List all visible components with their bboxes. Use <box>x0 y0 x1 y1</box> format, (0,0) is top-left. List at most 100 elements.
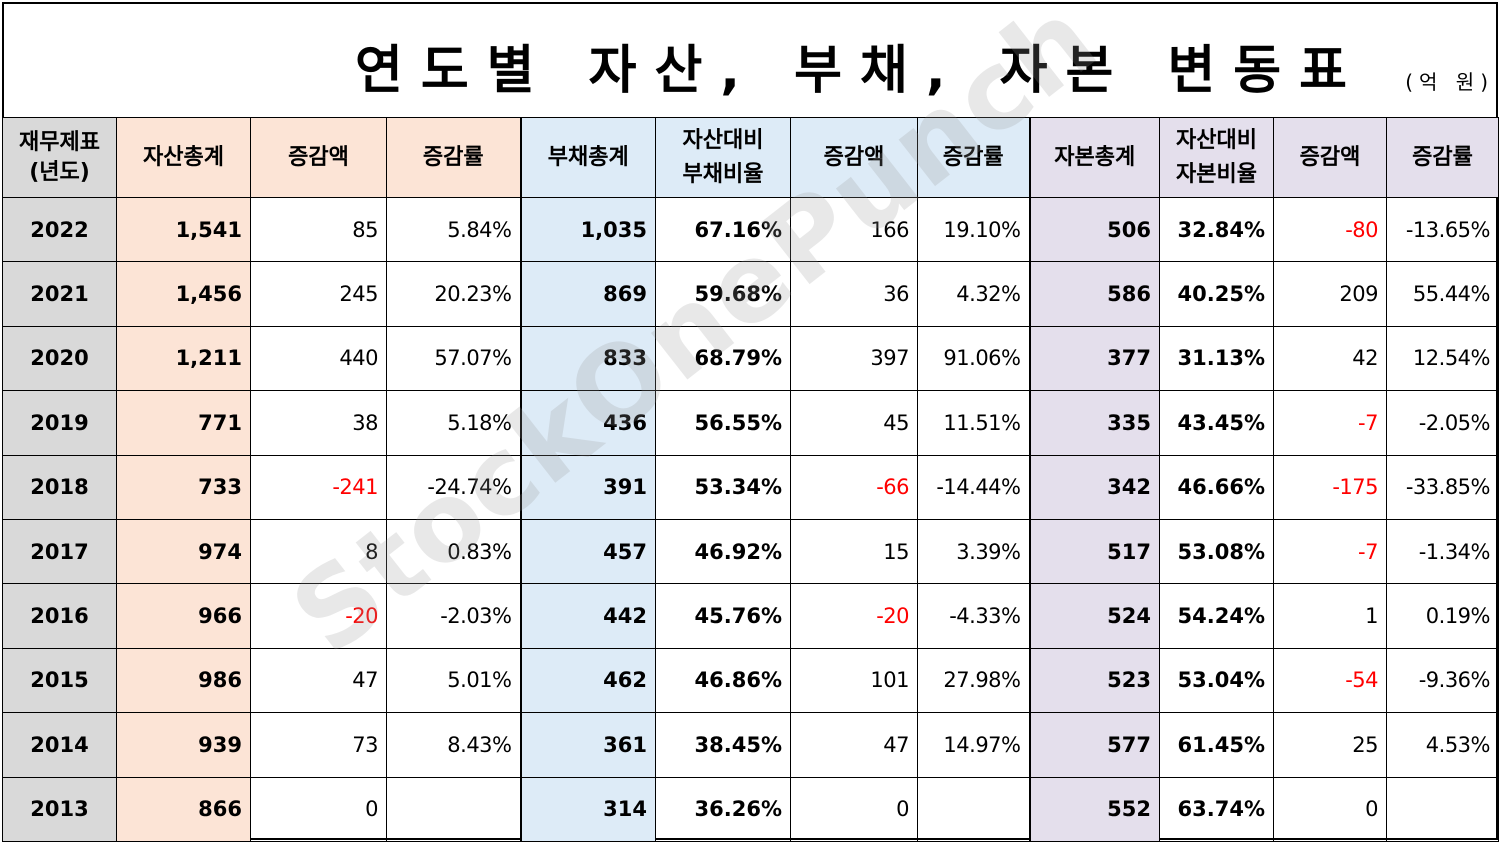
cell-equity-rate: 55.44% <box>1386 261 1499 327</box>
cell-debt-change: 397 <box>790 325 918 392</box>
cell-debt-rate: -4.33% <box>917 583 1030 649</box>
cell-debt-ratio: 67.16% <box>655 196 791 263</box>
header-debt-rate: 증감률 <box>917 117 1030 198</box>
cell-debt-ratio: 53.34% <box>655 454 791 520</box>
cell-equity-change: -7 <box>1273 390 1387 456</box>
cell-asset-total: 986 <box>116 647 251 714</box>
cell-debt-total: 391 <box>519 454 656 520</box>
header-asset-rate: 증감률 <box>386 117 521 198</box>
table-row: 2013 866 0 314 36.26% 0 552 63.74% 0 <box>2 776 1499 842</box>
table-row: 2017 974 8 0.83% 457 46.92% 15 3.39% 517 53.08% -7… <box>2 518 1499 585</box>
cell-debt-change: 15 <box>790 518 918 585</box>
cell-asset-change: 245 <box>250 261 387 327</box>
cell-asset-rate: -24.74% <box>386 454 521 520</box>
cell-year: 2020 <box>2 325 117 392</box>
table-row: 2016 966 -20 -2.03% 442 45.76% -20 -4.33% 524 54.… <box>2 583 1499 649</box>
cell-equity-change: -175 <box>1273 454 1387 520</box>
cell-debt-ratio: 36.26% <box>655 776 791 842</box>
cell-debt-ratio: 59.68% <box>655 261 791 327</box>
cell-equity-total: 586 <box>1028 261 1160 327</box>
cell-equity-total: 506 <box>1028 196 1160 263</box>
cell-equity-rate: -9.36% <box>1386 647 1499 714</box>
cell-equity-ratio: 43.45% <box>1159 390 1274 456</box>
table-row: 2021 1,456 245 20.23% 869 59.68% 36 4.32% 586 40.… <box>2 261 1499 327</box>
cell-asset-rate: 0.83% <box>386 518 521 585</box>
cell-equity-change: 42 <box>1273 325 1387 392</box>
cell-asset-total: 1,211 <box>116 325 251 392</box>
cell-debt-rate: 11.51% <box>917 390 1030 456</box>
cell-asset-change: 8 <box>250 518 387 585</box>
header-equity-total: 자본총계 <box>1028 117 1160 198</box>
cell-debt-ratio: 46.86% <box>655 647 791 714</box>
cell-asset-rate: 5.01% <box>386 647 521 714</box>
cell-equity-rate: 12.54% <box>1386 325 1499 392</box>
cell-debt-ratio: 38.45% <box>655 712 791 778</box>
cell-asset-rate: 5.84% <box>386 196 521 263</box>
cell-debt-total: 869 <box>519 261 656 327</box>
cell-year: 2017 <box>2 518 117 585</box>
cell-debt-change: 166 <box>790 196 918 263</box>
cell-debt-total: 361 <box>519 712 656 778</box>
cell-year: 2021 <box>2 261 117 327</box>
cell-year: 2014 <box>2 712 117 778</box>
cell-debt-total: 833 <box>519 325 656 392</box>
cell-equity-total: 517 <box>1028 518 1160 585</box>
cell-equity-total: 524 <box>1028 583 1160 649</box>
cell-debt-ratio: 45.76% <box>655 583 791 649</box>
cell-asset-total: 771 <box>116 390 251 456</box>
cell-equity-ratio: 53.08% <box>1159 518 1274 585</box>
cell-debt-change: -66 <box>790 454 918 520</box>
header-asset-change: 증감액 <box>250 117 387 198</box>
cell-debt-rate: 4.32% <box>917 261 1030 327</box>
cell-equity-change: -54 <box>1273 647 1387 714</box>
cell-year: 2013 <box>2 776 117 842</box>
cell-year: 2022 <box>2 196 117 263</box>
cell-asset-total: 974 <box>116 518 251 585</box>
cell-asset-change: 73 <box>250 712 387 778</box>
cell-debt-total: 462 <box>519 647 656 714</box>
cell-asset-total: 733 <box>116 454 251 520</box>
cell-asset-change: -20 <box>250 583 387 649</box>
cell-debt-change: 0 <box>790 776 918 842</box>
cell-equity-ratio: 54.24% <box>1159 583 1274 649</box>
cell-debt-change: 36 <box>790 261 918 327</box>
cell-equity-total: 523 <box>1028 647 1160 714</box>
cell-equity-change: 25 <box>1273 712 1387 778</box>
cell-equity-change: 209 <box>1273 261 1387 327</box>
cell-debt-change: -20 <box>790 583 918 649</box>
header-row: 재무제표 (년도) 자산총계 증감액 증감률 부채총계 자산대비 부채비율 증감… <box>2 117 1499 198</box>
cell-equity-change: 0 <box>1273 776 1387 842</box>
cell-equity-ratio: 53.04% <box>1159 647 1274 714</box>
cell-equity-rate: -33.85% <box>1386 454 1499 520</box>
cell-asset-change: 85 <box>250 196 387 263</box>
cell-equity-total: 335 <box>1028 390 1160 456</box>
header-debt-ratio: 자산대비 부채비율 <box>655 117 791 198</box>
cell-equity-rate: -2.05% <box>1386 390 1499 456</box>
header-equity-ratio: 자산대비 자본비율 <box>1159 117 1274 198</box>
cell-asset-rate: 5.18% <box>386 390 521 456</box>
cell-asset-change: -241 <box>250 454 387 520</box>
cell-equity-rate: 4.53% <box>1386 712 1499 778</box>
cell-debt-change: 47 <box>790 712 918 778</box>
header-asset-total: 자산총계 <box>116 117 251 198</box>
cell-asset-rate: 20.23% <box>386 261 521 327</box>
cell-debt-rate <box>917 776 1030 842</box>
cell-debt-rate: -14.44% <box>917 454 1030 520</box>
table-row: 2015 986 47 5.01% 462 46.86% 101 27.98% 523 53.04… <box>2 647 1499 714</box>
cell-debt-rate: 19.10% <box>917 196 1030 263</box>
cell-equity-rate: 0.19% <box>1386 583 1499 649</box>
table-row: 2014 939 73 8.43% 361 38.45% 47 14.97% 577 61.45%… <box>2 712 1499 778</box>
cell-asset-rate: 57.07% <box>386 325 521 392</box>
cell-equity-total: 577 <box>1028 712 1160 778</box>
cell-asset-total: 1,456 <box>116 261 251 327</box>
cell-equity-change: -7 <box>1273 518 1387 585</box>
cell-debt-ratio: 68.79% <box>655 325 791 392</box>
cell-debt-rate: 27.98% <box>917 647 1030 714</box>
cell-asset-total: 866 <box>116 776 251 842</box>
header-equity-change: 증감액 <box>1273 117 1387 198</box>
cell-asset-total: 939 <box>116 712 251 778</box>
cell-equity-total: 342 <box>1028 454 1160 520</box>
header-debt-change: 증감액 <box>790 117 918 198</box>
cell-asset-total: 966 <box>116 583 251 649</box>
cell-debt-total: 1,035 <box>519 196 656 263</box>
